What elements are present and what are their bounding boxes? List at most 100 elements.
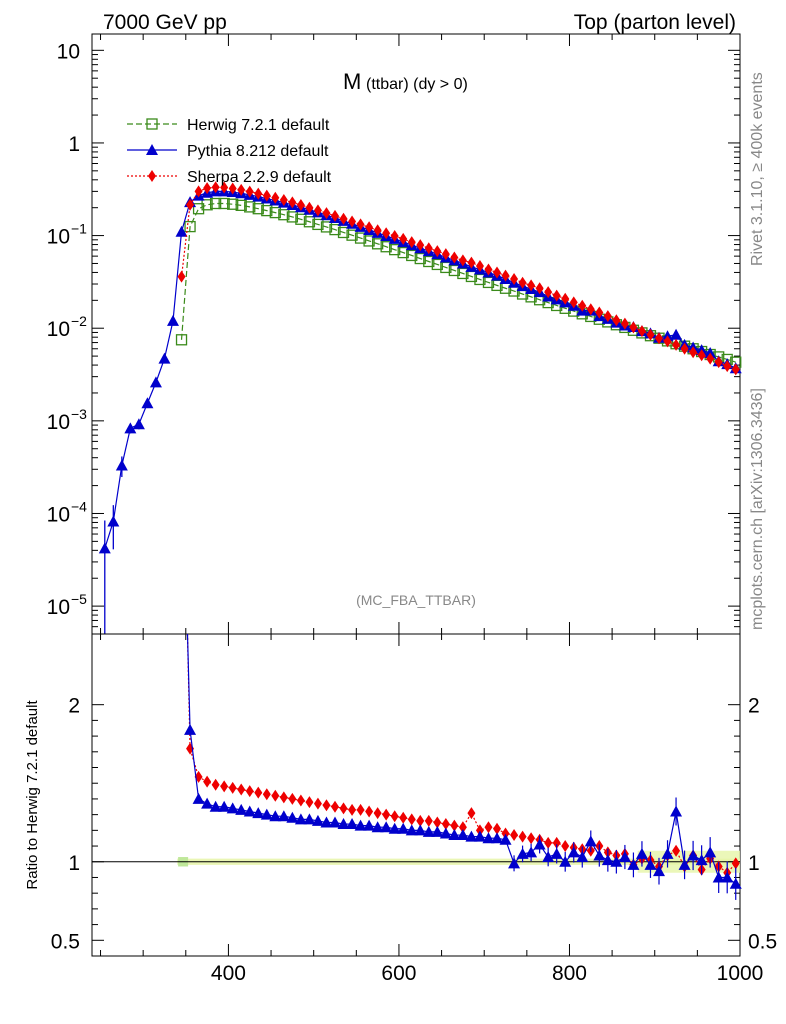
data-point [184, 220, 196, 233]
ratio-point [226, 802, 239, 814]
data-point [209, 197, 222, 210]
data-point [704, 347, 717, 359]
ratio-point [322, 799, 331, 812]
header-left: 7000 GeV pp [103, 11, 227, 34]
y-tick-label: 10 [47, 226, 70, 249]
data-point [390, 229, 399, 242]
data-point [211, 181, 220, 194]
y-tick-label: 1 [68, 133, 80, 156]
data-point [510, 272, 519, 285]
ratio-y-tick-label-right: 0.5 [748, 930, 777, 953]
ratio-point [473, 830, 486, 842]
data-point [312, 218, 324, 231]
data-point [458, 254, 467, 267]
ratio-point [516, 847, 529, 859]
data-point [501, 269, 510, 282]
data-point [348, 215, 357, 228]
ratio-point [721, 871, 734, 883]
ratio-point [397, 822, 410, 834]
y-tick-exponent: −2 [71, 313, 87, 329]
data-point [331, 209, 339, 222]
data-point [672, 338, 681, 351]
data-point [339, 212, 348, 225]
data-point [167, 314, 179, 326]
analysis-watermark: (MC_FBA_TTBAR) [356, 592, 476, 608]
ratio-point [704, 846, 717, 858]
data-point [406, 249, 418, 262]
ratio-point [465, 830, 478, 842]
data-point [680, 342, 689, 355]
ratio-point [510, 829, 519, 842]
rivet-version-label: Rivet 3.1.10, ≥ 400k events [749, 72, 766, 266]
ratio-y-tick-label-right: 2 [748, 695, 760, 718]
ratio-point [627, 858, 640, 870]
data-point [578, 299, 587, 312]
ratio-point [450, 819, 459, 832]
ratio-point [678, 858, 691, 870]
ratio-point [670, 805, 683, 817]
ratio-y-tick-label: 2 [68, 695, 80, 718]
y-tick-label: 10 [47, 596, 70, 619]
main-data [98, 181, 742, 634]
data-point [423, 255, 435, 268]
data-point [595, 306, 604, 319]
y-tick-label: 10 [47, 503, 70, 526]
data-point [194, 185, 203, 198]
ratio-point [390, 810, 399, 823]
data-point [389, 243, 401, 256]
data-point [433, 245, 442, 258]
ratio-point [245, 785, 254, 798]
ratio-point [388, 822, 401, 834]
ratio-point [262, 788, 271, 801]
ratio-point [288, 792, 297, 805]
data-point [552, 289, 561, 302]
data-point [296, 198, 305, 211]
data-point [186, 198, 195, 211]
ratio-point [544, 836, 553, 849]
data-point [450, 251, 459, 264]
ratio-point [235, 803, 248, 815]
data-point [586, 303, 595, 316]
data-point [416, 239, 425, 252]
ratio-point [552, 836, 561, 849]
data-point [382, 227, 391, 240]
data-point [731, 363, 740, 376]
data-point [177, 270, 186, 283]
data-point [371, 238, 384, 250]
ratio-point [365, 805, 374, 818]
ratio-point [493, 822, 501, 835]
ratio-point [337, 818, 350, 830]
data-point [132, 418, 145, 430]
ratio-point [672, 844, 681, 857]
data-point [354, 232, 367, 244]
data-point [261, 204, 273, 217]
data-point [305, 201, 314, 214]
data-point [620, 317, 629, 330]
ratio-point [407, 813, 416, 826]
ratio-point [550, 847, 563, 859]
data-point [337, 226, 350, 239]
data-point [218, 197, 230, 210]
x-tick-label: 1000 [717, 962, 764, 985]
data-point [201, 199, 213, 211]
ratio-point [405, 824, 418, 836]
data-point [441, 248, 450, 261]
data-point [220, 181, 229, 194]
legend-item-sherpa: Sherpa 2.2.9 default [127, 169, 332, 186]
ratio-point [559, 855, 572, 867]
y-tick-label: 10 [47, 411, 70, 434]
ratio-point [593, 849, 606, 861]
series-line [180, 202, 736, 363]
ratio-y-axis-label: Ratio to Herwig 7.2.1 default [24, 700, 41, 890]
data-point [670, 328, 683, 340]
data-point [365, 221, 374, 234]
ratio-point [269, 810, 282, 822]
ratio-point [237, 783, 246, 796]
x-tick-label: 400 [211, 962, 246, 985]
ratio-point [311, 814, 324, 826]
ratio-point [431, 825, 444, 837]
ratio-point [416, 814, 425, 827]
